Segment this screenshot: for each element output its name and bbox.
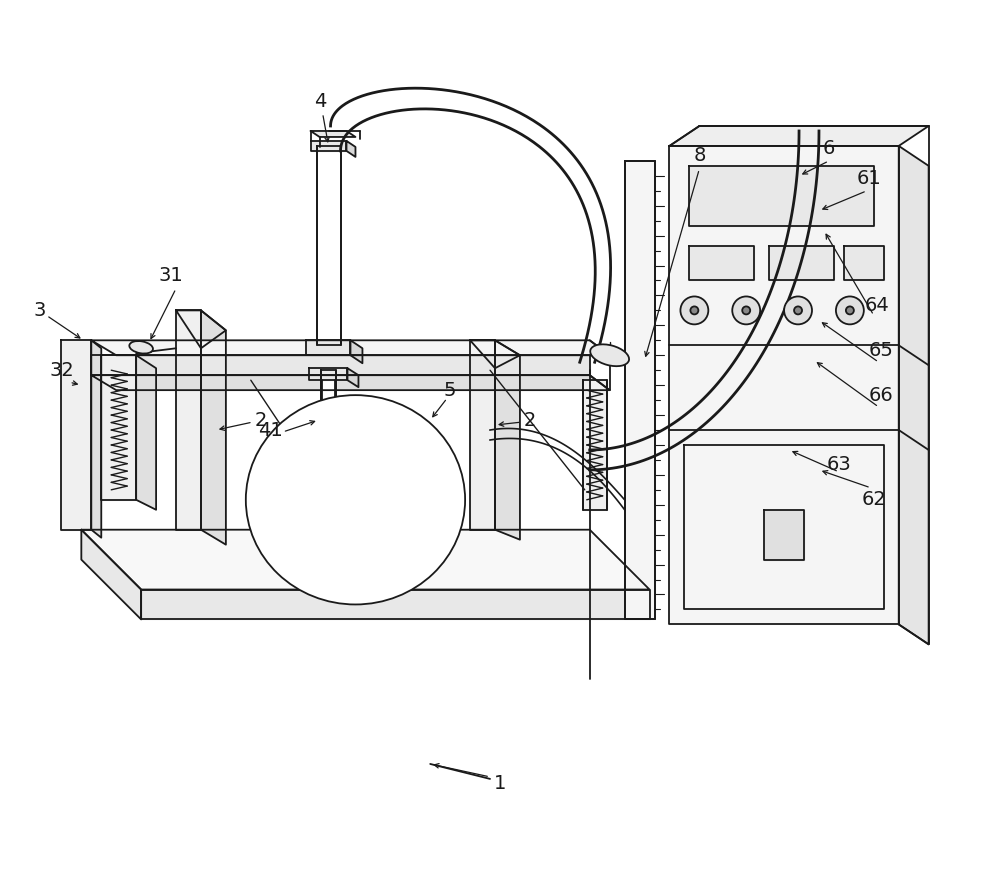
- Polygon shape: [81, 529, 141, 619]
- Polygon shape: [470, 340, 495, 529]
- Polygon shape: [311, 141, 346, 151]
- Text: 2: 2: [524, 411, 536, 430]
- Polygon shape: [306, 340, 350, 355]
- Polygon shape: [91, 340, 610, 355]
- Polygon shape: [669, 146, 899, 624]
- Ellipse shape: [846, 306, 854, 315]
- Polygon shape: [61, 340, 91, 529]
- Polygon shape: [669, 126, 929, 146]
- Ellipse shape: [690, 306, 698, 315]
- Text: 66: 66: [868, 385, 893, 405]
- Ellipse shape: [794, 306, 802, 315]
- Polygon shape: [346, 141, 355, 157]
- Text: 31: 31: [159, 266, 183, 285]
- Text: 1: 1: [494, 774, 506, 794]
- Text: 8: 8: [693, 146, 706, 166]
- Polygon shape: [350, 340, 362, 364]
- Polygon shape: [309, 368, 347, 380]
- Ellipse shape: [836, 296, 864, 324]
- Ellipse shape: [784, 296, 812, 324]
- Polygon shape: [689, 246, 754, 281]
- Text: 32: 32: [49, 361, 74, 379]
- Text: 4: 4: [314, 92, 327, 111]
- Ellipse shape: [590, 344, 629, 366]
- Ellipse shape: [732, 296, 760, 324]
- Polygon shape: [81, 529, 650, 589]
- Polygon shape: [764, 510, 804, 560]
- Text: 61: 61: [856, 169, 881, 188]
- Polygon shape: [101, 355, 136, 500]
- Polygon shape: [176, 310, 201, 529]
- Text: 63: 63: [827, 455, 851, 474]
- Text: 3: 3: [33, 301, 46, 320]
- Text: 64: 64: [864, 296, 889, 315]
- Polygon shape: [769, 246, 834, 281]
- Polygon shape: [141, 589, 650, 619]
- Text: 6: 6: [823, 140, 835, 159]
- Ellipse shape: [246, 395, 465, 604]
- Ellipse shape: [307, 444, 350, 460]
- Text: 41: 41: [258, 420, 283, 439]
- Ellipse shape: [680, 296, 708, 324]
- Polygon shape: [321, 371, 336, 450]
- Polygon shape: [347, 368, 358, 387]
- Polygon shape: [583, 380, 607, 510]
- Text: 2: 2: [255, 411, 267, 430]
- Ellipse shape: [742, 306, 750, 315]
- Polygon shape: [91, 355, 590, 375]
- Polygon shape: [136, 355, 156, 510]
- Polygon shape: [317, 146, 341, 345]
- Polygon shape: [625, 160, 655, 619]
- Polygon shape: [201, 310, 226, 545]
- Polygon shape: [91, 375, 610, 390]
- Polygon shape: [689, 166, 874, 226]
- Polygon shape: [899, 146, 929, 644]
- Text: 65: 65: [868, 341, 893, 360]
- Ellipse shape: [129, 341, 153, 353]
- Polygon shape: [844, 246, 884, 281]
- Polygon shape: [91, 340, 101, 538]
- Text: 62: 62: [861, 490, 886, 509]
- Polygon shape: [311, 131, 355, 137]
- Text: 5: 5: [444, 381, 456, 399]
- Polygon shape: [495, 340, 520, 540]
